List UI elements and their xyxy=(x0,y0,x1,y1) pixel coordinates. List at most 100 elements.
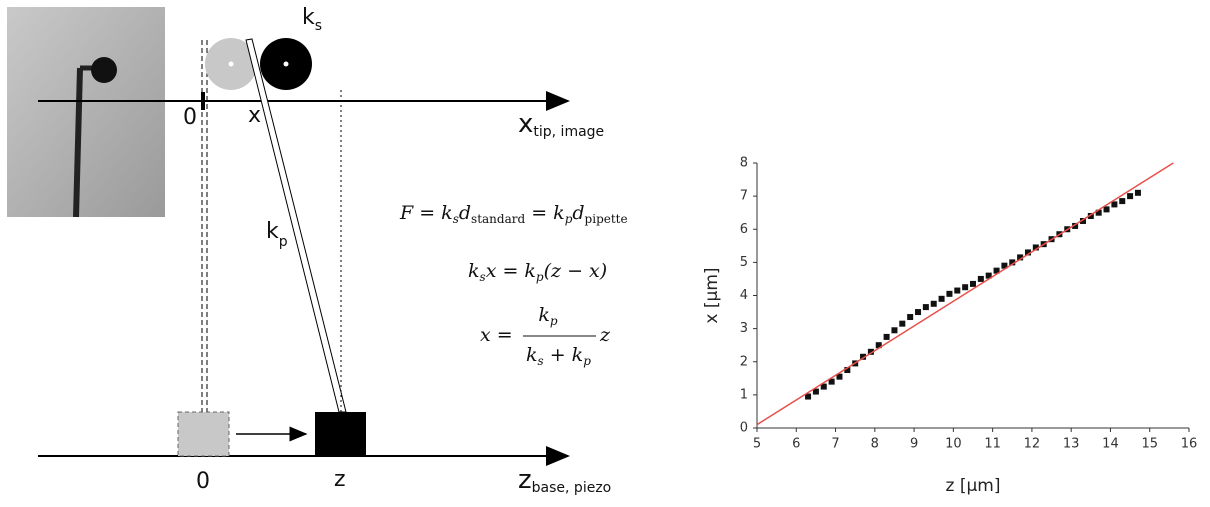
equation: z xyxy=(599,324,611,346)
y-tick-label: 6 xyxy=(740,222,748,237)
x-tick-label: 15 xyxy=(1141,437,1158,452)
eq: k xyxy=(526,344,538,366)
diagram: 0 x ks kp xtip, image 0 z zbase, piezo F… xyxy=(7,5,628,496)
eq: (z − x) xyxy=(544,260,608,282)
rest-base xyxy=(177,411,230,457)
point xyxy=(1009,259,1016,266)
label: k xyxy=(266,219,279,244)
y-tick-label: 2 xyxy=(740,354,748,369)
eq: p xyxy=(536,270,544,284)
eq: p xyxy=(565,212,573,226)
standard-center xyxy=(283,61,289,67)
y-tick-label: 0 xyxy=(740,421,748,436)
rest-center xyxy=(228,61,234,67)
point xyxy=(805,393,812,400)
eq: k xyxy=(538,304,550,326)
point xyxy=(1017,254,1024,261)
x-tick-label: 12 xyxy=(1024,437,1041,452)
point xyxy=(1032,244,1039,251)
y-tick-label: 8 xyxy=(740,156,748,171)
equation: kp xyxy=(538,304,558,328)
eq: s xyxy=(453,212,459,226)
equation: ks + kp xyxy=(526,344,591,368)
point xyxy=(812,388,819,395)
label: 0 xyxy=(183,105,197,130)
eq: k xyxy=(468,260,480,282)
eq: standard xyxy=(471,212,525,226)
point xyxy=(985,272,992,279)
y-tick-label: 5 xyxy=(740,255,748,270)
x-tick-label: 7 xyxy=(831,437,839,452)
photo-pipette xyxy=(73,67,83,218)
equation: F = ksdstandard = kpdpipette xyxy=(399,202,628,226)
point xyxy=(828,378,835,385)
point xyxy=(883,333,890,340)
point xyxy=(907,314,914,321)
x-tick-label: 5 xyxy=(753,437,761,452)
label: base, piezo xyxy=(532,480,612,496)
origin-mark xyxy=(201,92,205,110)
point xyxy=(1001,262,1008,269)
fit-line xyxy=(756,162,1174,426)
point xyxy=(977,275,984,282)
point xyxy=(1134,189,1141,196)
y-tick-label: 3 xyxy=(740,321,748,336)
x-tick-label: 16 xyxy=(1181,437,1198,452)
eq: d xyxy=(572,202,584,224)
eq: F = k xyxy=(399,202,453,224)
label: s xyxy=(315,18,322,34)
point xyxy=(970,280,976,287)
point xyxy=(938,295,945,302)
y-tick-label: 1 xyxy=(740,387,748,402)
bent-pipette xyxy=(245,38,347,413)
eq: pipette xyxy=(585,212,628,226)
label: p xyxy=(279,234,288,250)
label: tip, image xyxy=(533,124,604,140)
eq: + k xyxy=(544,344,584,366)
x-tick-label: 9 xyxy=(910,437,918,452)
x-axis-label: z [µm] xyxy=(946,476,1001,496)
eq: p xyxy=(583,354,591,368)
x-tick-label: 10 xyxy=(945,437,962,452)
label: z xyxy=(334,467,346,492)
photo-bead xyxy=(91,57,117,83)
point xyxy=(1024,249,1031,256)
point xyxy=(962,284,969,291)
point xyxy=(875,342,882,349)
eq: d xyxy=(459,202,471,224)
point xyxy=(891,327,898,334)
point xyxy=(820,383,827,390)
point xyxy=(860,353,867,360)
eq: s xyxy=(480,270,486,284)
point xyxy=(1095,209,1102,216)
label: xtip, image xyxy=(518,109,604,141)
point xyxy=(946,290,953,297)
equation: x = xyxy=(480,324,513,346)
point xyxy=(930,300,937,307)
point xyxy=(1087,213,1094,219)
eq: p xyxy=(550,314,558,328)
label: z xyxy=(518,465,532,495)
point xyxy=(1072,222,1079,229)
x-tick-label: 13 xyxy=(1063,437,1080,452)
x-tick-label: 6 xyxy=(792,437,800,452)
point xyxy=(922,304,929,311)
base xyxy=(315,412,366,456)
eq: s xyxy=(538,354,544,368)
photo xyxy=(7,7,165,217)
point xyxy=(1119,198,1126,205)
point xyxy=(915,309,922,316)
y-tick-label: 4 xyxy=(740,288,748,303)
x-tick-label: 8 xyxy=(871,437,879,452)
y-axis-label: x [µm] xyxy=(702,267,722,323)
point xyxy=(836,373,843,380)
eq: x = k xyxy=(486,260,536,282)
point xyxy=(1111,201,1118,208)
label: k xyxy=(302,5,315,30)
point xyxy=(1079,217,1086,224)
point xyxy=(1127,193,1134,200)
x-tick-label: 14 xyxy=(1102,437,1119,452)
y-tick-label: 7 xyxy=(740,189,748,204)
